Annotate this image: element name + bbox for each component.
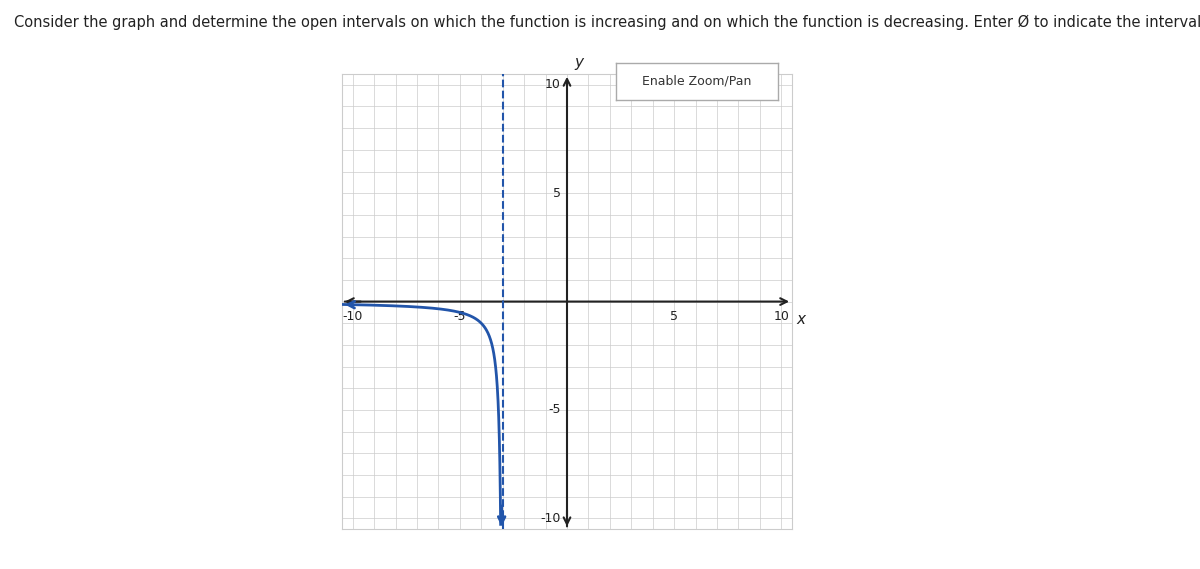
Text: -5: -5 bbox=[548, 403, 560, 417]
Text: Enable Zoom/Pan: Enable Zoom/Pan bbox=[642, 75, 751, 88]
Text: -10: -10 bbox=[342, 310, 362, 323]
Text: y: y bbox=[575, 55, 583, 69]
Text: -5: -5 bbox=[454, 310, 466, 323]
Text: 5: 5 bbox=[670, 310, 678, 323]
Text: 10: 10 bbox=[545, 79, 560, 91]
Text: 5: 5 bbox=[552, 187, 560, 200]
Text: 10: 10 bbox=[773, 310, 790, 323]
Text: -10: -10 bbox=[540, 512, 560, 525]
Text: Consider the graph and determine the open intervals on which the function is inc: Consider the graph and determine the ope… bbox=[14, 14, 1200, 30]
Text: x: x bbox=[797, 312, 805, 327]
